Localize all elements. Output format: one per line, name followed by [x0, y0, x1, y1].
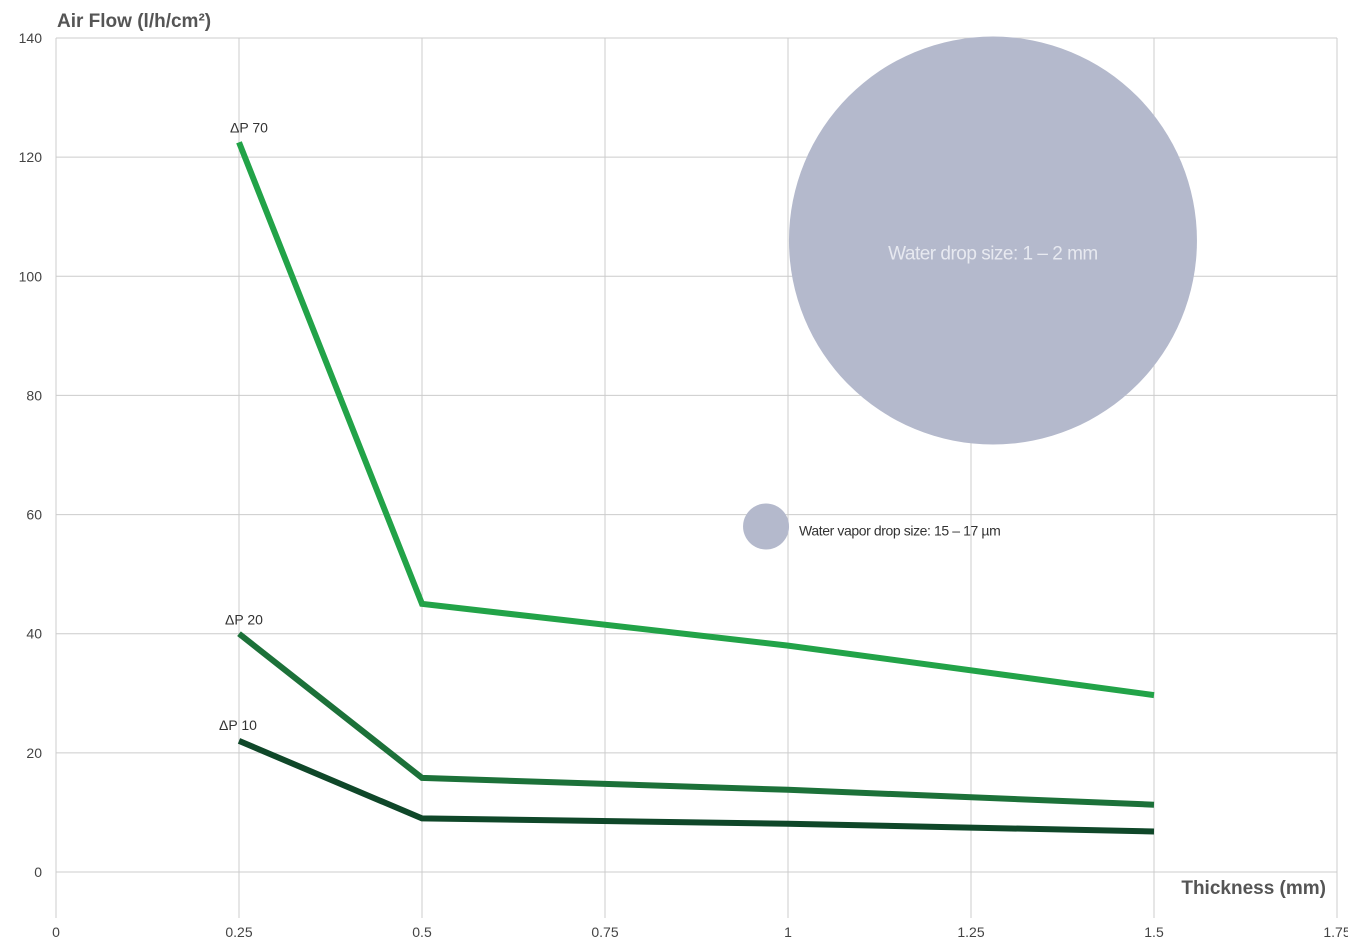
- water-vapor-label: Water vapor drop size: 15 – 17 µm: [799, 522, 1000, 538]
- y-tick-label: 100: [19, 268, 43, 284]
- y-tick-label: 60: [26, 507, 42, 523]
- x-tick-label: 1.75: [1323, 924, 1348, 938]
- y-tick-label: 0: [34, 864, 42, 880]
- y-tick-label: 80: [26, 387, 42, 403]
- y-tick-label: 120: [19, 149, 43, 165]
- series-line: [237, 631, 1155, 808]
- x-tick-label: 0: [52, 924, 60, 938]
- y-tick-label: 20: [26, 745, 42, 761]
- x-axis-title: Thickness (mm): [1181, 878, 1326, 899]
- x-tick-label: 1: [784, 924, 792, 938]
- axis-ticks: 0 0.25 0.5 0.75 1 1.25 1.5 1.75 0 20 40 60 80 100 120 1…: [19, 30, 1348, 938]
- x-tick-label: 0.25: [225, 924, 252, 938]
- series-label: ΔP 10: [219, 717, 257, 733]
- series-labels: ΔP 70 ΔP 20 ΔP 10: [219, 119, 268, 733]
- series-label: ΔP 20: [225, 612, 263, 628]
- x-tick-label: 1.25: [957, 924, 984, 938]
- y-axis-title: Air Flow (l/h/cm²): [57, 11, 211, 32]
- water-vapor-bubble: [743, 503, 790, 550]
- x-tick-label: 0.75: [591, 924, 618, 938]
- series-lines: [236, 141, 1155, 835]
- water-drop-bubble: [788, 36, 1197, 445]
- y-tick-label: 140: [19, 30, 43, 46]
- series-line: [236, 141, 1155, 699]
- water-drop-label: Water drop size: 1 – 2 mm: [888, 244, 1098, 265]
- x-tick-label: 0.5: [412, 924, 432, 938]
- series-line: [237, 738, 1155, 835]
- y-tick-label: 40: [26, 626, 42, 642]
- bubble-annotations: Water drop size: 1 – 2 mm Water vapor dro…: [743, 36, 1197, 550]
- x-tick-label: 1.5: [1144, 924, 1164, 938]
- series-label: ΔP 70: [230, 119, 268, 135]
